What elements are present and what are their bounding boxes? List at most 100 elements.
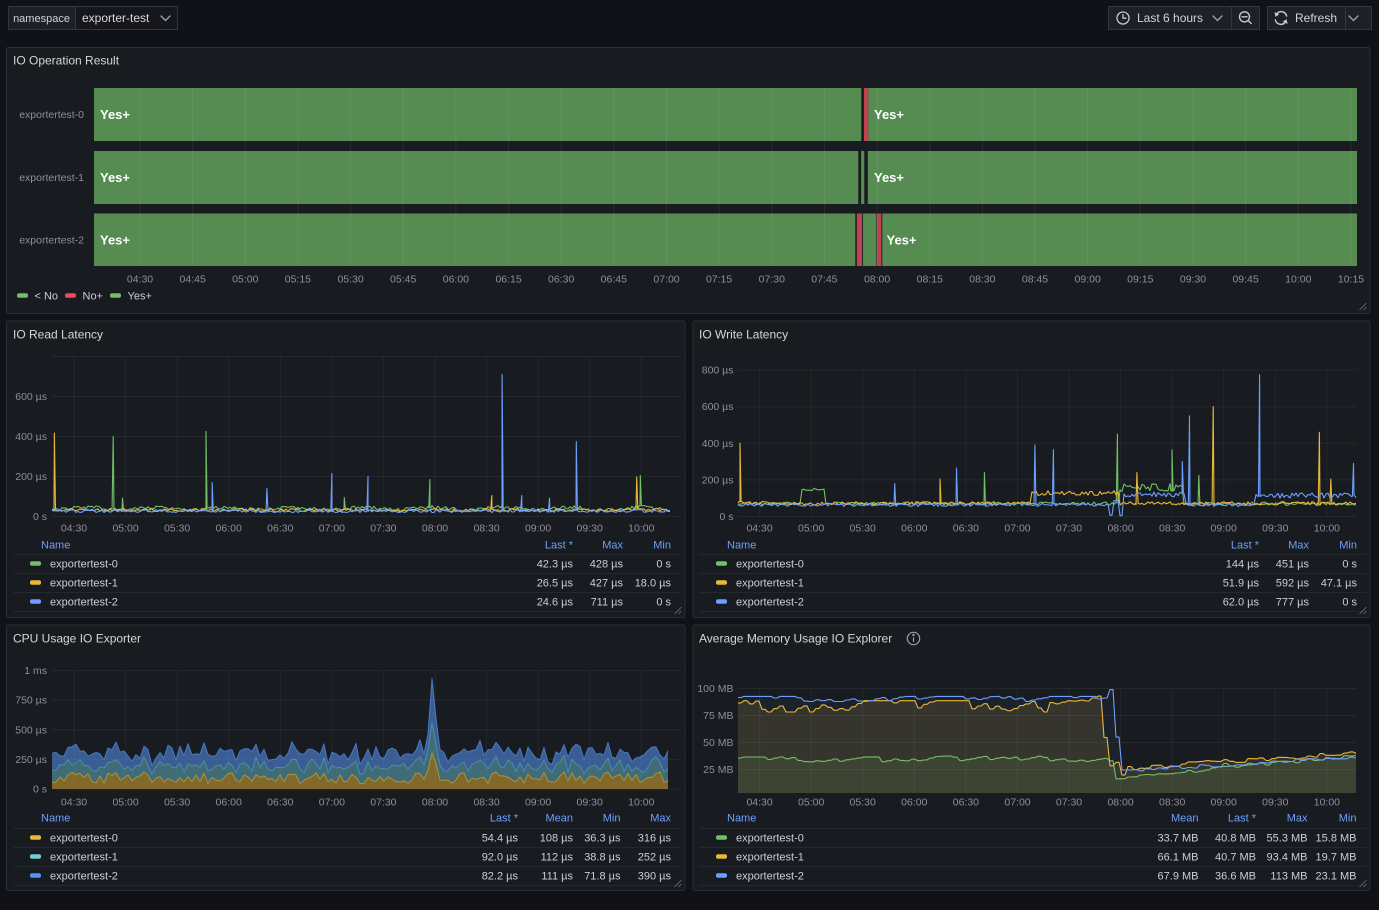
svg-text:05:00: 05:00: [798, 523, 824, 535]
svg-text:Max: Max: [650, 813, 671, 825]
svg-text:111 µs: 111 µs: [541, 871, 573, 883]
svg-text:exportertest-2: exportertest-2: [50, 871, 118, 883]
svg-text:exportertest-0: exportertest-0: [736, 833, 804, 845]
svg-text:exportertest-1: exportertest-1: [736, 578, 804, 590]
svg-text:1 ms: 1 ms: [24, 665, 47, 677]
svg-text:51.9 µs: 51.9 µs: [1223, 578, 1260, 590]
svg-text:200 µs: 200 µs: [15, 471, 47, 483]
svg-text:428 µs: 428 µs: [590, 559, 624, 571]
svg-text:427 µs: 427 µs: [590, 578, 624, 590]
svg-text:exporter-test: exporter-test: [82, 11, 150, 25]
svg-text:93.4 MB: 93.4 MB: [1267, 852, 1308, 864]
svg-text:Yes+: Yes+: [100, 107, 130, 122]
svg-text:Last 6 hours: Last 6 hours: [1137, 11, 1203, 25]
svg-text:24.6 µs: 24.6 µs: [537, 597, 574, 609]
svg-text:exportertest-2: exportertest-2: [736, 597, 804, 609]
svg-text:0 s: 0 s: [719, 511, 733, 523]
svg-text:Name: Name: [727, 813, 756, 825]
svg-text:75 MB: 75 MB: [703, 710, 733, 722]
svg-text:IO Read Latency: IO Read Latency: [13, 328, 103, 342]
svg-text:Name: Name: [41, 813, 70, 825]
svg-text:exportertest-1: exportertest-1: [50, 852, 118, 864]
svg-text:0 s: 0 s: [33, 784, 47, 796]
svg-text:namespace: namespace: [13, 13, 70, 25]
svg-text:04:30: 04:30: [127, 274, 153, 286]
svg-text:exportertest-1: exportertest-1: [736, 852, 804, 864]
svg-text:Max: Max: [1288, 540, 1309, 552]
svg-text:05:00: 05:00: [112, 523, 138, 535]
svg-text:05:30: 05:30: [164, 797, 190, 809]
svg-text:0 s: 0 s: [1342, 559, 1357, 571]
svg-text:exportertest-2: exportertest-2: [736, 871, 804, 883]
svg-text:54.4 µs: 54.4 µs: [482, 833, 519, 845]
svg-text:07:30: 07:30: [1056, 523, 1082, 535]
svg-text:07:30: 07:30: [1056, 797, 1082, 809]
svg-text:06:00: 06:00: [901, 797, 927, 809]
svg-text:Yes+: Yes+: [874, 107, 904, 122]
svg-text:09:00: 09:00: [1211, 797, 1237, 809]
svg-text:06:30: 06:30: [953, 797, 979, 809]
svg-text:05:00: 05:00: [112, 797, 138, 809]
svg-text:07:00: 07:00: [319, 523, 345, 535]
svg-text:55.3 MB: 55.3 MB: [1267, 833, 1308, 845]
svg-text:06:45: 06:45: [601, 274, 627, 286]
svg-text:100 MB: 100 MB: [697, 683, 733, 695]
svg-text:05:30: 05:30: [850, 523, 876, 535]
svg-text:Yes+: Yes+: [100, 232, 130, 247]
svg-text:Yes+: Yes+: [874, 170, 904, 185]
svg-text:500 µs: 500 µs: [15, 724, 47, 736]
svg-text:08:00: 08:00: [1107, 523, 1133, 535]
svg-text:08:30: 08:30: [1159, 523, 1185, 535]
svg-text:05:30: 05:30: [337, 274, 363, 286]
svg-text:592 µs: 592 µs: [1276, 578, 1310, 590]
svg-text:08:30: 08:30: [473, 523, 499, 535]
svg-text:36.3 µs: 36.3 µs: [584, 833, 621, 845]
svg-text:07:00: 07:00: [653, 274, 679, 286]
svg-text:250 µs: 250 µs: [15, 754, 47, 766]
svg-text:exportertest-1: exportertest-1: [50, 578, 118, 590]
svg-text:144 µs: 144 µs: [1226, 559, 1260, 571]
svg-text:25 MB: 25 MB: [703, 764, 733, 776]
svg-text:exportertest-2: exportertest-2: [50, 597, 118, 609]
svg-text:400 µs: 400 µs: [702, 438, 734, 450]
svg-text:exportertest-0: exportertest-0: [736, 559, 804, 571]
svg-text:08:30: 08:30: [969, 274, 995, 286]
svg-text:19.7 MB: 19.7 MB: [1316, 852, 1357, 864]
svg-text:62.0 µs: 62.0 µs: [1223, 597, 1260, 609]
svg-text:05:00: 05:00: [798, 797, 824, 809]
svg-text:Mean: Mean: [1171, 813, 1199, 825]
svg-text:09:30: 09:30: [1180, 274, 1206, 286]
svg-text:IO Operation Result: IO Operation Result: [13, 54, 120, 68]
svg-text:Min: Min: [603, 813, 621, 825]
svg-text:0 s: 0 s: [656, 597, 671, 609]
svg-text:08:30: 08:30: [473, 797, 499, 809]
svg-text:15.8 MB: 15.8 MB: [1316, 833, 1357, 845]
svg-text:08:30: 08:30: [1159, 797, 1185, 809]
svg-text:04:30: 04:30: [61, 797, 87, 809]
svg-text:09:30: 09:30: [577, 797, 603, 809]
svg-text:Last *: Last *: [1228, 813, 1257, 825]
svg-text:Name: Name: [727, 540, 756, 552]
svg-text:CPU Usage IO Exporter: CPU Usage IO Exporter: [13, 632, 141, 646]
svg-text:92.0 µs: 92.0 µs: [482, 852, 519, 864]
svg-text:113 MB: 113 MB: [1270, 871, 1307, 883]
svg-text:04:30: 04:30: [746, 523, 772, 535]
svg-text:08:00: 08:00: [1107, 797, 1133, 809]
svg-text:09:30: 09:30: [1262, 523, 1288, 535]
svg-text:06:30: 06:30: [953, 523, 979, 535]
svg-text:10:00: 10:00: [1314, 797, 1340, 809]
svg-text:09:00: 09:00: [525, 523, 551, 535]
svg-text:Min: Min: [1339, 813, 1357, 825]
svg-text:05:30: 05:30: [850, 797, 876, 809]
svg-text:Min: Min: [1339, 540, 1357, 552]
svg-text:600 µs: 600 µs: [15, 391, 47, 403]
svg-text:09:45: 09:45: [1232, 274, 1258, 286]
svg-text:05:30: 05:30: [164, 523, 190, 535]
svg-text:10:00: 10:00: [1285, 274, 1311, 286]
svg-text:06:00: 06:00: [216, 797, 242, 809]
svg-text:08:45: 08:45: [1022, 274, 1048, 286]
svg-text:50 MB: 50 MB: [703, 737, 733, 749]
svg-text:08:00: 08:00: [422, 523, 448, 535]
svg-text:10:15: 10:15: [1338, 274, 1364, 286]
svg-text:Max: Max: [1287, 813, 1308, 825]
